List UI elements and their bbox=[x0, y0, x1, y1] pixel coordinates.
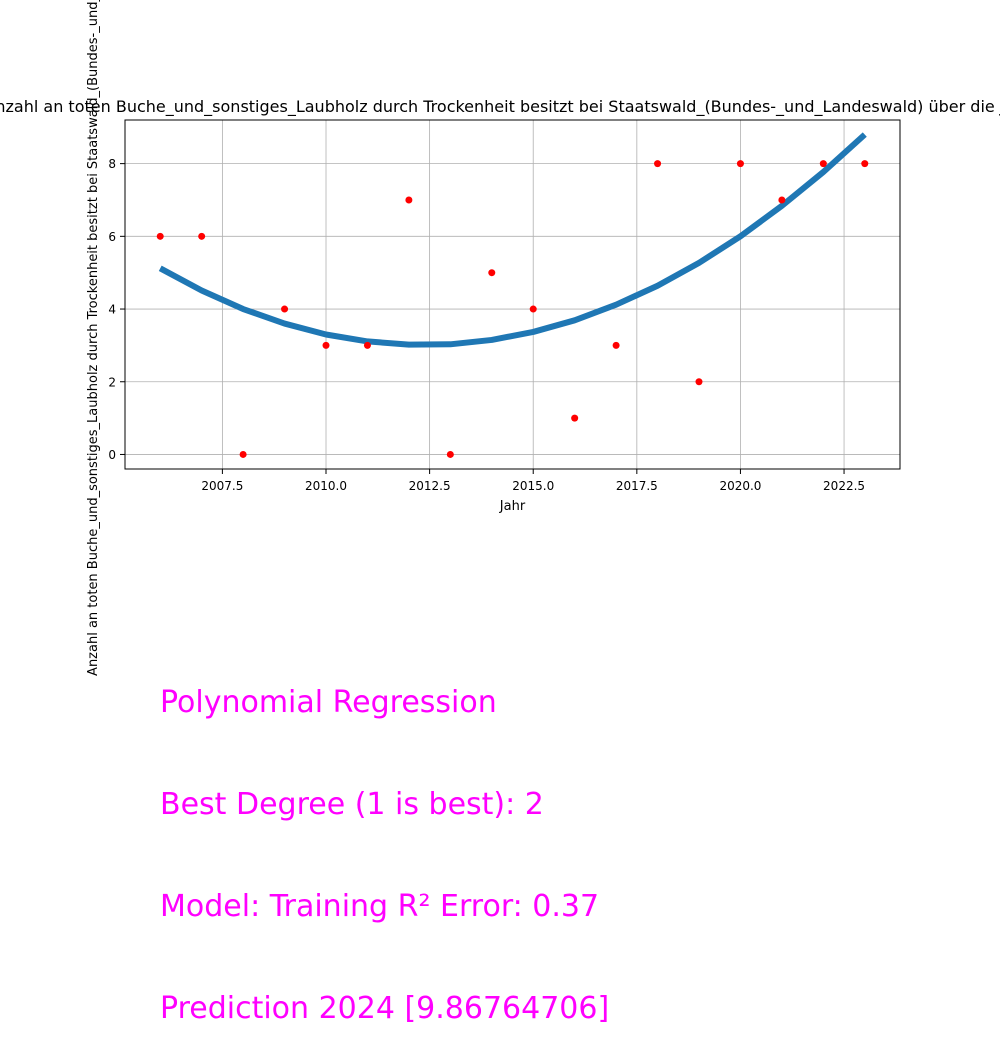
data-point bbox=[156, 232, 164, 240]
data-point bbox=[819, 160, 827, 168]
summary-line-method: Polynomial Regression bbox=[160, 685, 497, 720]
summary-line-r2: Model: Training R² Error: 0.37 bbox=[160, 889, 600, 924]
data-point bbox=[778, 196, 786, 204]
data-point bbox=[322, 341, 330, 349]
data-point bbox=[198, 232, 206, 240]
x-tick-label: 2012.5 bbox=[409, 479, 451, 493]
x-tick-label: 2010.0 bbox=[305, 479, 347, 493]
data-point bbox=[281, 305, 289, 313]
data-point bbox=[239, 450, 247, 458]
data-point bbox=[861, 160, 869, 168]
y-tick-label: 2 bbox=[108, 375, 116, 389]
axis-ticks: 2007.5 2010.0 2012.5 2015.0 2017.5 2020.0 2022… bbox=[108, 157, 865, 493]
regression-curve bbox=[158, 132, 867, 348]
plot-area-frame bbox=[124, 119, 901, 470]
y-tick-label: 6 bbox=[108, 230, 116, 244]
x-tick-label: 2007.5 bbox=[201, 479, 243, 493]
data-point bbox=[695, 378, 703, 386]
data-point bbox=[529, 305, 537, 313]
x-tick-label: 2017.5 bbox=[616, 479, 658, 493]
y-tick-label: 0 bbox=[108, 448, 116, 462]
data-point bbox=[488, 269, 496, 277]
chart-figure: 2007.5 2010.0 2012.5 2015.0 2017.5 2020.0 2022… bbox=[0, 0, 1000, 676]
x-tick-label: 2020.0 bbox=[719, 479, 761, 493]
data-point bbox=[736, 160, 744, 168]
grid-lines bbox=[125, 120, 900, 469]
x-tick-label: 2022.5 bbox=[823, 479, 865, 493]
x-axis-label: Jahr bbox=[499, 499, 526, 514]
fit-line bbox=[158, 132, 867, 348]
x-tick-label: 2015.0 bbox=[512, 479, 554, 493]
data-points bbox=[156, 160, 869, 458]
chart-title: Anzahl an toten Buche_und_sonstiges_Laub… bbox=[0, 97, 1000, 117]
data-point bbox=[446, 450, 454, 458]
data-point bbox=[405, 196, 413, 204]
data-point bbox=[363, 341, 371, 349]
y-tick-label: 8 bbox=[108, 157, 116, 171]
y-tick-label: 4 bbox=[108, 303, 116, 317]
regression-summary: Polynomial Regression Best Degree (1 is … bbox=[160, 618, 609, 1060]
data-point bbox=[654, 160, 662, 168]
summary-line-degree: Best Degree (1 is best): 2 bbox=[160, 787, 544, 822]
summary-line-prediction: Prediction 2024 [9.86764706] bbox=[160, 991, 610, 1026]
data-point bbox=[571, 414, 579, 422]
data-point bbox=[612, 341, 620, 349]
y-axis-label: Anzahl an toten Buche_und_sonstiges_Laub… bbox=[86, 0, 101, 676]
